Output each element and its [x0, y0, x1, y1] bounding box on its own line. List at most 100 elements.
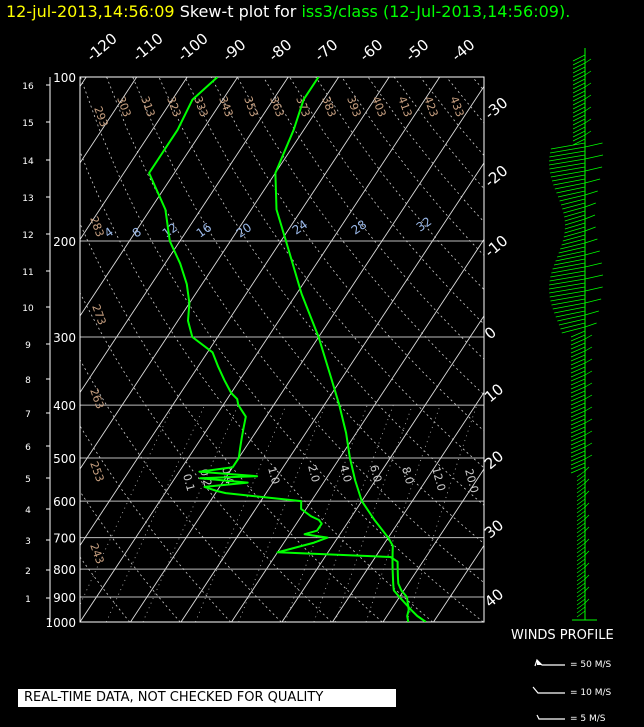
temp-tick-label-right: -30: [481, 94, 511, 124]
isotherm: [433, 544, 484, 622]
dry-adiabat: [289, 77, 484, 325]
wind-legend-5: = 5 M/S: [570, 714, 606, 724]
wind-barb: [584, 190, 598, 196]
wind-barb: [562, 202, 586, 210]
wind-barb: [584, 442, 593, 448]
wind-barb: [572, 118, 586, 126]
wind-barb: [576, 486, 586, 494]
wind-barb: [570, 446, 586, 454]
wind-barb: [570, 426, 586, 434]
temp-tick-label-top: -50: [402, 36, 432, 66]
theta-label: 313: [138, 95, 157, 119]
mixing-ratio-label: 12.0: [429, 465, 448, 492]
dry-adiabat: [106, 77, 484, 584]
wind-barb: [576, 498, 586, 506]
theta-label: 263: [87, 387, 106, 411]
wind-barb: [572, 134, 586, 142]
wind-barb: [576, 550, 586, 558]
wind-barb: [584, 538, 590, 544]
wind-barb: [559, 194, 586, 202]
dry-adiabat: [393, 77, 484, 190]
height-tick-label: 14: [22, 157, 34, 167]
wind-barb: [584, 82, 592, 88]
pressure-tick-label: 200: [53, 235, 76, 249]
wind-barb: [548, 158, 586, 166]
dry-adiabat: [80, 150, 433, 622]
isotherm: [80, 77, 188, 241]
wind-barb: [572, 122, 586, 130]
wind-barb: [549, 162, 586, 170]
mixing-ratio-label: 24: [290, 217, 311, 237]
wind-barb: [561, 326, 586, 334]
wind-barb: [550, 270, 586, 278]
wind-barb: [564, 210, 586, 218]
wind-barb: [576, 518, 586, 526]
wind-barb: [570, 462, 586, 470]
wind-barb: [562, 234, 586, 242]
wind-barb: [584, 154, 604, 160]
wind-barb: [570, 366, 586, 374]
isotherm: [535, 77, 644, 622]
plot-frame: [79, 76, 485, 623]
wind-barb: [584, 598, 590, 604]
wind-barb: [570, 386, 586, 394]
legend-barb-5: [536, 714, 565, 720]
wind-barb: [549, 150, 586, 158]
temp-tick-label-right: -20: [481, 162, 511, 192]
temp-tick-label-top: -70: [311, 36, 341, 66]
wind-barb: [572, 70, 586, 78]
dry-adiabat: [446, 77, 484, 124]
wind-barb: [584, 310, 599, 316]
height-tick-label: 11: [22, 268, 33, 278]
wind-barb: [570, 342, 586, 350]
wind-barb: [584, 490, 590, 496]
wind-barb: [576, 582, 586, 590]
wind-barb: [557, 250, 586, 258]
wind-barb: [563, 230, 586, 238]
wind-barb: [584, 466, 590, 472]
mixing-ratio-label: 2.0: [305, 463, 322, 483]
series-dewpoint: [148, 77, 410, 622]
wind-barb: [549, 274, 586, 282]
wind-barb: [584, 574, 590, 580]
wind-barb: [572, 58, 586, 66]
wind-barb: [570, 454, 586, 462]
wind-barb: [584, 130, 592, 136]
wind-barb: [584, 586, 590, 592]
temp-tick-label-right: -10: [481, 232, 511, 262]
isotherm: [332, 391, 484, 622]
wind-barb: [576, 506, 586, 514]
height-tick-label: 9: [25, 341, 31, 351]
wind-barb: [576, 534, 586, 542]
wind-barb: [570, 434, 586, 442]
wind-barb: [553, 178, 586, 186]
wind-barb: [584, 94, 592, 100]
mixing-ratio-line: [365, 404, 441, 622]
wind-barb: [584, 478, 590, 484]
theta-label: 403: [369, 95, 388, 119]
wind-barb: [572, 74, 586, 82]
theta-label: 273: [89, 303, 108, 327]
wind-barb: [549, 290, 586, 298]
wind-barb: [558, 246, 586, 254]
wind-barb: [584, 178, 601, 184]
wind-barb: [549, 286, 586, 294]
wind-barb: [584, 526, 590, 532]
chart-title: 12-jul-2013,14:56:09 Skew-t plot for iss…: [6, 2, 570, 21]
wind-barb: [570, 398, 586, 406]
theta-label: 383: [319, 95, 338, 119]
wind-barb: [576, 610, 586, 618]
wind-barb: [572, 110, 586, 118]
wind-barb: [561, 238, 586, 246]
wind-barb: [584, 550, 590, 556]
wind-barb: [564, 214, 586, 222]
wind-barb: [584, 298, 602, 304]
wind-barb: [570, 374, 586, 382]
dry-adiabat: [367, 77, 484, 223]
wind-barb: [584, 58, 592, 64]
dry-adiabat: [472, 77, 484, 92]
wind-barb: [576, 478, 586, 486]
isotherm: [80, 77, 340, 470]
theta-label: 323: [164, 95, 183, 119]
